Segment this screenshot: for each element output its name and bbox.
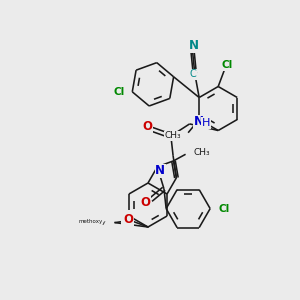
Text: N: N <box>194 116 204 128</box>
Text: N: N <box>188 39 199 52</box>
Text: CH₃: CH₃ <box>194 148 210 157</box>
Text: O: O <box>141 196 151 209</box>
Text: CH₃: CH₃ <box>164 131 181 140</box>
Text: Cl: Cl <box>113 87 124 97</box>
Text: methoxy: methoxy <box>78 220 106 225</box>
Text: O: O <box>122 212 131 225</box>
Text: H: H <box>202 118 210 128</box>
Text: C: C <box>189 69 196 79</box>
Text: O: O <box>122 211 132 224</box>
Text: O: O <box>142 120 152 133</box>
Text: N: N <box>155 164 165 177</box>
Text: Cl: Cl <box>221 60 232 70</box>
Text: Cl: Cl <box>218 204 230 214</box>
Text: O: O <box>123 213 134 226</box>
Text: methoxy: methoxy <box>79 219 103 224</box>
